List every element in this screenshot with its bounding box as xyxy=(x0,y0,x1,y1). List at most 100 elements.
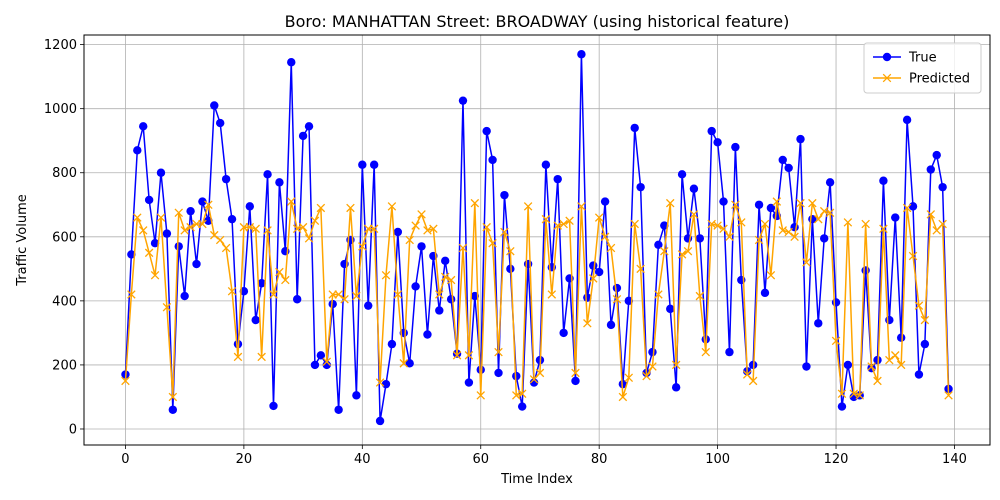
data-point xyxy=(156,213,166,222)
data-point xyxy=(559,328,568,338)
data-point xyxy=(334,290,343,299)
data-point xyxy=(695,234,705,243)
data-point xyxy=(760,288,770,298)
data-point xyxy=(902,203,912,213)
data-point xyxy=(808,198,817,208)
data-point xyxy=(624,373,634,382)
data-point xyxy=(310,216,320,226)
data-point xyxy=(162,303,172,312)
data-point xyxy=(476,365,485,374)
x-tick-label: 100 xyxy=(705,452,730,467)
data-point xyxy=(441,256,450,266)
data-point xyxy=(369,224,379,234)
data-point xyxy=(594,213,604,222)
x-axis-label: Time Index xyxy=(500,472,573,487)
chart-title: Boro: MANHATTAN Street: BROADWAY (using … xyxy=(285,12,790,31)
data-point xyxy=(737,218,746,227)
data-point xyxy=(322,357,332,366)
series-layer xyxy=(121,50,953,426)
legend-label: Predicted xyxy=(909,72,970,87)
data-point xyxy=(346,203,355,213)
data-point xyxy=(162,229,172,238)
data-point xyxy=(677,170,687,179)
data-point xyxy=(831,336,841,346)
data-point xyxy=(606,320,616,330)
data-point xyxy=(399,359,409,368)
data-point xyxy=(494,347,503,357)
x-tick-label: 60 xyxy=(472,452,489,467)
legend-item: True xyxy=(873,51,937,66)
x-tick-label: 40 xyxy=(354,452,371,467)
data-point xyxy=(458,243,468,253)
data-point xyxy=(642,371,651,381)
data-point xyxy=(885,315,894,325)
data-point xyxy=(565,216,574,226)
data-point xyxy=(139,122,148,131)
data-point xyxy=(748,376,758,386)
data-point xyxy=(215,235,225,245)
data-point xyxy=(654,240,663,250)
legend-label: True xyxy=(908,51,937,66)
data-point xyxy=(269,290,278,299)
data-point xyxy=(837,389,847,399)
y-tick-label: 0 xyxy=(69,422,77,437)
data-point xyxy=(914,301,924,310)
data-point xyxy=(210,101,219,110)
data-point xyxy=(695,291,705,301)
data-point xyxy=(251,315,260,325)
data-point xyxy=(221,174,231,184)
data-point xyxy=(210,230,219,240)
x-tick-label: 80 xyxy=(591,452,608,467)
data-point xyxy=(523,259,533,269)
data-point xyxy=(204,200,213,210)
data-point xyxy=(796,134,805,144)
data-point xyxy=(275,178,284,187)
data-point xyxy=(719,224,728,234)
data-point xyxy=(606,243,616,253)
data-point xyxy=(488,155,497,165)
data-point xyxy=(529,378,539,387)
data-point xyxy=(683,246,693,256)
data-point xyxy=(861,266,870,275)
data-point xyxy=(671,360,681,370)
data-point xyxy=(790,232,799,242)
data-point xyxy=(387,339,397,349)
data-point xyxy=(138,226,148,235)
data-point xyxy=(707,126,716,136)
data-point xyxy=(133,146,142,155)
data-point xyxy=(364,301,373,310)
data-point xyxy=(292,295,302,304)
data-point xyxy=(843,360,853,370)
data-point xyxy=(127,250,136,259)
data-point xyxy=(784,227,793,237)
data-point xyxy=(316,203,326,213)
data-point xyxy=(731,200,740,210)
data-point xyxy=(257,279,266,288)
data-point xyxy=(926,210,936,219)
data-point xyxy=(896,333,906,342)
data-point xyxy=(594,267,604,277)
data-point xyxy=(600,232,610,242)
data-point xyxy=(269,401,278,411)
data-point xyxy=(701,347,711,357)
data-point xyxy=(885,355,894,365)
x-tick-label: 20 xyxy=(236,452,253,467)
data-point xyxy=(168,405,178,414)
data-point xyxy=(150,239,160,248)
data-point xyxy=(535,368,545,378)
data-point xyxy=(778,155,787,165)
data-point xyxy=(358,242,367,251)
data-point xyxy=(127,290,136,299)
data-point xyxy=(902,115,912,125)
data-point xyxy=(340,294,349,304)
plot-area-frame xyxy=(83,34,991,446)
x-tick-label: 120 xyxy=(824,452,849,467)
data-point xyxy=(796,198,805,208)
data-point xyxy=(429,224,438,234)
data-point xyxy=(725,347,734,357)
data-point xyxy=(719,197,728,206)
data-point xyxy=(298,222,308,232)
data-point xyxy=(446,295,456,304)
